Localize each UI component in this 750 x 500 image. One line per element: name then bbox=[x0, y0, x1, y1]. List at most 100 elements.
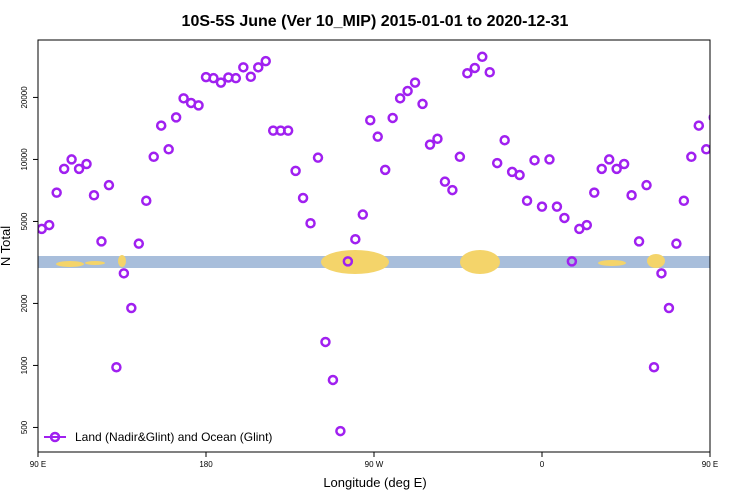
y-axis: 500 1000 2000 5000 10000 20000 bbox=[20, 86, 38, 434]
land-indonesia-left bbox=[56, 261, 84, 267]
land-africa bbox=[460, 250, 500, 274]
data-point bbox=[424, 139, 436, 150]
data-point bbox=[432, 133, 443, 145]
data-point bbox=[357, 209, 369, 220]
land-islands-left bbox=[85, 261, 105, 265]
data-point bbox=[133, 238, 145, 249]
y-tick-label: 2000 bbox=[20, 294, 29, 312]
data-point bbox=[559, 212, 570, 224]
data-point bbox=[656, 268, 667, 279]
data-point bbox=[379, 164, 391, 176]
data-point bbox=[544, 154, 555, 165]
data-point bbox=[372, 131, 383, 142]
data-point bbox=[365, 114, 376, 126]
data-point bbox=[282, 125, 294, 136]
data-point bbox=[253, 62, 264, 73]
data-point bbox=[648, 361, 660, 373]
data-point bbox=[417, 98, 428, 110]
y-tick-label: 1000 bbox=[20, 356, 29, 374]
x-tick-label: 0 bbox=[540, 460, 545, 469]
data-point bbox=[499, 134, 510, 146]
data-point bbox=[320, 336, 331, 348]
data-point bbox=[193, 100, 204, 111]
data-point bbox=[387, 112, 398, 124]
data-point bbox=[163, 144, 174, 155]
data-point bbox=[96, 236, 107, 247]
data-point bbox=[81, 158, 92, 170]
data-point bbox=[491, 157, 503, 169]
legend: Land (Nadir&Glint) and Ocean (Glint) bbox=[44, 430, 272, 444]
data-point bbox=[469, 62, 481, 74]
data-point bbox=[514, 169, 525, 181]
x-tick-label: 180 bbox=[199, 460, 213, 469]
data-point bbox=[603, 154, 615, 165]
data-point bbox=[447, 184, 458, 196]
data-point bbox=[335, 425, 346, 437]
data-point bbox=[618, 158, 630, 170]
data-point bbox=[58, 163, 70, 175]
y-tick-label: 20000 bbox=[20, 86, 29, 109]
data-points bbox=[38, 51, 748, 437]
land-new-guinea-left bbox=[118, 255, 126, 267]
data-point bbox=[641, 179, 652, 191]
data-point bbox=[611, 163, 622, 175]
data-point bbox=[708, 113, 710, 122]
data-point bbox=[141, 195, 152, 207]
land-indonesia-right bbox=[598, 260, 626, 266]
y-tick-label: 10000 bbox=[20, 148, 29, 171]
data-point bbox=[238, 62, 249, 73]
data-point bbox=[230, 72, 242, 84]
data-point bbox=[551, 201, 563, 212]
y-tick-label: 5000 bbox=[20, 212, 29, 230]
data-point bbox=[111, 361, 122, 373]
data-point bbox=[536, 201, 548, 212]
data-point bbox=[245, 71, 257, 82]
x-tick-label: 90 E bbox=[30, 460, 46, 469]
land-americas-south bbox=[321, 250, 389, 274]
data-point bbox=[566, 256, 578, 267]
data-point bbox=[73, 163, 85, 175]
data-point bbox=[327, 374, 339, 386]
data-point bbox=[740, 73, 748, 81]
data-point bbox=[409, 77, 421, 88]
legend-marker bbox=[49, 431, 61, 443]
data-point bbox=[589, 187, 600, 198]
data-point bbox=[626, 190, 637, 201]
data-point bbox=[521, 195, 533, 207]
data-point bbox=[312, 152, 324, 163]
data-point bbox=[701, 144, 710, 155]
data-point bbox=[402, 85, 413, 97]
y-tick-label: 500 bbox=[20, 420, 29, 434]
data-point bbox=[529, 155, 540, 166]
data-point bbox=[725, 99, 733, 107]
x-tick-label: 90 E bbox=[702, 460, 718, 469]
plot-area bbox=[38, 40, 710, 452]
data-point bbox=[148, 151, 159, 163]
data-point bbox=[671, 238, 682, 249]
data-point bbox=[484, 66, 495, 78]
data-point bbox=[297, 192, 309, 204]
data-point bbox=[633, 236, 645, 247]
data-point bbox=[88, 190, 100, 201]
data-point bbox=[260, 55, 271, 67]
y-axis-label: N Total bbox=[0, 226, 13, 266]
data-point bbox=[126, 302, 137, 314]
data-point bbox=[462, 68, 473, 79]
data-point bbox=[678, 195, 690, 207]
data-point bbox=[155, 120, 167, 131]
data-point bbox=[732, 101, 740, 109]
plot-frame bbox=[37, 39, 711, 453]
map-band bbox=[38, 250, 710, 274]
data-point bbox=[350, 233, 361, 245]
data-point bbox=[454, 151, 466, 163]
data-point bbox=[66, 154, 77, 165]
data-point bbox=[305, 218, 316, 229]
data-point bbox=[118, 268, 130, 279]
data-point bbox=[51, 187, 62, 198]
x-axis-label: Longitude (deg E) bbox=[323, 475, 426, 490]
chart-title: 10S-5S June (Ver 10_MIP) 2015-01-01 to 2… bbox=[182, 13, 569, 30]
data-point bbox=[342, 256, 354, 267]
land-new-guinea-right bbox=[647, 254, 665, 268]
